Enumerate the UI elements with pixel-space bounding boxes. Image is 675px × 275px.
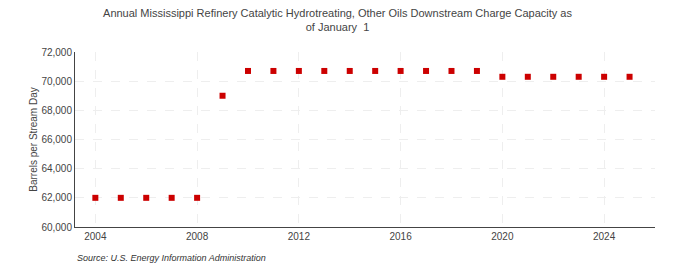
svg-text:68,000: 68,000 xyxy=(41,105,72,116)
svg-text:2016: 2016 xyxy=(389,231,412,242)
svg-text:66,000: 66,000 xyxy=(41,134,72,145)
svg-text:2004: 2004 xyxy=(84,231,107,242)
svg-text:2020: 2020 xyxy=(491,231,514,242)
svg-text:70,000: 70,000 xyxy=(41,76,72,87)
svg-text:62,000: 62,000 xyxy=(41,192,72,203)
svg-text:2024: 2024 xyxy=(593,231,616,242)
svg-text:Barrels per Stream Day: Barrels per Stream Day xyxy=(28,87,39,191)
svg-text:72,000: 72,000 xyxy=(41,47,72,58)
svg-text:64,000: 64,000 xyxy=(41,163,72,174)
svg-text:2012: 2012 xyxy=(288,231,311,242)
svg-text:60,000: 60,000 xyxy=(41,222,72,233)
svg-text:Annual Mississippi Refinery Ca: Annual Mississippi Refinery Catalytic Hy… xyxy=(103,7,572,33)
svg-text:2008: 2008 xyxy=(186,231,209,242)
svg-text:Source: U.S. Energy Informatio: Source: U.S. Energy Information Administ… xyxy=(77,253,266,263)
